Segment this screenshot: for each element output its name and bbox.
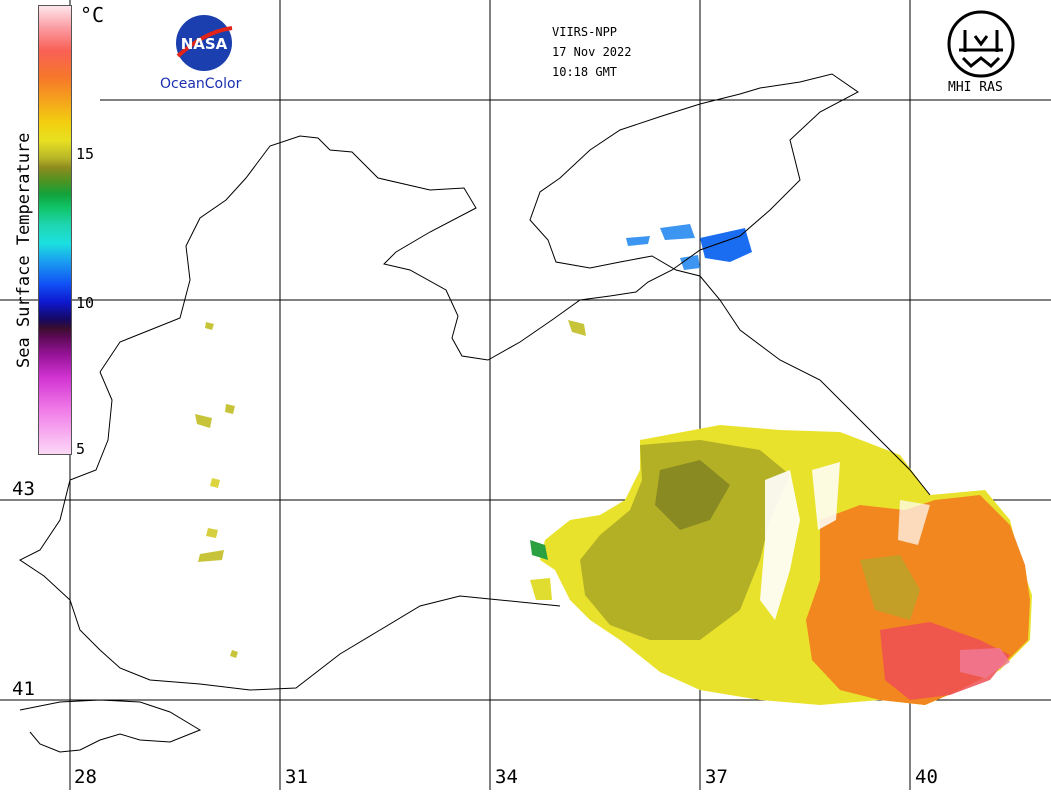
legend-unit: °C — [80, 3, 105, 27]
satellite-name: VIIRS-NPP — [552, 25, 618, 39]
lat-label-41: 41 — [12, 678, 35, 700]
mhi-caption: MHI RAS — [948, 80, 1003, 95]
lon-label-37: 37 — [705, 766, 728, 788]
nasa-caption: OceanColor — [160, 76, 242, 92]
lon-label-34: 34 — [495, 766, 518, 788]
image-date: 17 Nov 2022 — [552, 45, 632, 59]
mhi-logo — [947, 10, 1015, 78]
lon-label-28: 28 — [74, 766, 97, 788]
legend-tick-15: 15 — [76, 145, 95, 163]
colorbar — [38, 5, 72, 455]
legend-title: Sea Surface Temperature — [14, 132, 34, 368]
lat-label-43: 43 — [12, 478, 35, 500]
lon-label-40: 40 — [915, 766, 938, 788]
legend-tick-10: 10 — [76, 294, 95, 312]
nasa-wordmark: NASA — [181, 35, 228, 53]
coastline — [19, 73, 931, 753]
sst-field — [195, 224, 1032, 705]
lon-label-31: 31 — [285, 766, 308, 788]
image-time: 10:18 GMT — [552, 65, 618, 79]
legend-tick-5: 5 — [76, 440, 86, 458]
nasa-logo: NASA — [176, 15, 233, 71]
